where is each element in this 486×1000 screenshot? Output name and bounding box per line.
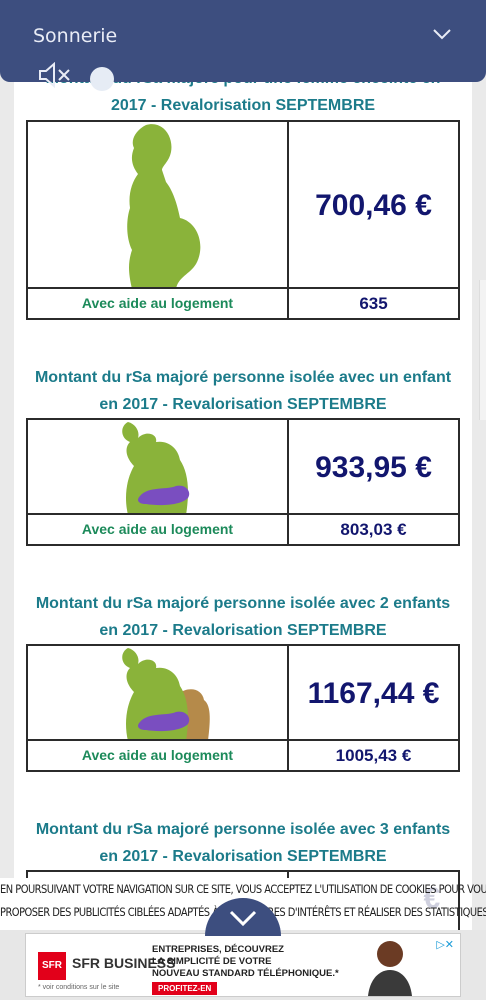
pregnant-woman-illustration <box>28 122 289 289</box>
ad-close-controls[interactable]: ▷✕ <box>436 939 454 951</box>
ad-cta-button[interactable]: PROFITEZ-EN <box>152 982 218 995</box>
rsa-card-one-child: 933,95 € Avec aide au logement 803,03 € <box>26 418 460 546</box>
housing-label: Avec aide au logement <box>28 741 289 770</box>
housing-row: Avec aide au logement 1005,43 € <box>28 739 458 770</box>
housing-value: 1005,43 € <box>335 746 412 765</box>
ad-note: * voir conditions sur le site <box>38 984 120 991</box>
rsa-card-pregnant: 700,46 € Avec aide au logement 635 <box>26 120 460 320</box>
sfr-logo: SFR <box>38 952 66 980</box>
rsa-amount: 1167,44 € <box>307 676 440 710</box>
collapse-banner-button[interactable] <box>205 898 281 936</box>
section-title-three-children: Montant du rSa majoré personne isolée av… <box>14 816 472 870</box>
rsa-amount: 700,46 € <box>315 188 432 222</box>
housing-label: Avec aide au logement <box>28 289 289 318</box>
housing-value: 635 <box>359 294 388 313</box>
section-title-one-child: Montant du rSa majoré personne isolée av… <box>14 364 472 418</box>
chevron-down-icon[interactable] <box>432 26 452 42</box>
scrollbar[interactable] <box>479 280 486 420</box>
volume-slider-knob[interactable] <box>90 67 114 91</box>
rsa-card-two-children: 1167,44 € Avec aide au logement 1005,43 … <box>26 644 460 772</box>
ad-banner[interactable]: SFR SFR BUSINESS * voir conditions sur l… <box>0 930 486 1000</box>
chevron-down-icon <box>229 910 257 927</box>
ad-brand: SFR BUSINESS <box>72 955 176 971</box>
housing-row: Avec aide au logement 803,03 € <box>28 513 458 544</box>
sfr-business-ad[interactable]: SFR SFR BUSINESS * voir conditions sur l… <box>25 933 461 997</box>
section-title-line1: Montant du rSa majoré personne isolée av… <box>35 595 451 612</box>
section-title-line2: en 2017 - Revalorisation SEPTEMBRE <box>99 848 387 865</box>
section-title-line2: 2017 - Revalorisation SEPTEMBRE <box>110 97 376 114</box>
section-title-line2: en 2017 - Revalorisation SEPTEMBRE <box>99 622 387 639</box>
cookie-text-line1: EN POURSUIVANT VOTRE NAVIGATION SUR CE S… <box>0 882 486 896</box>
ad-line1: ENTREPRISES, DÉCOUVREZ <box>152 944 284 955</box>
cookie-banner: EN POURSUIVANT VOTRE NAVIGATION SUR CE S… <box>0 878 486 930</box>
ad-copy: ENTREPRISES, DÉCOUVREZ LA SIMPLICITÉ DE … <box>152 944 339 980</box>
ad-line2: LA SIMPLICITÉ DE VOTRE <box>152 956 272 967</box>
mute-icon[interactable] <box>38 62 72 88</box>
section-title-line2: en 2017 - Revalorisation SEPTEMBRE <box>99 396 387 413</box>
housing-row: Avec aide au logement 635 <box>28 287 458 318</box>
parent-child-illustration <box>28 420 289 515</box>
sound-panel-title: Sonnerie <box>33 25 118 47</box>
housing-label: Avec aide au logement <box>28 515 289 544</box>
rsa-amount: 933,95 € <box>315 450 432 484</box>
housing-value: 803,03 € <box>340 520 407 539</box>
section-title-line1: Montant du rSa majoré personne isolée av… <box>35 821 451 838</box>
section-title-two-children: Montant du rSa majoré personne isolée av… <box>14 590 472 644</box>
ad-line3: NOUVEAU STANDARD TÉLÉPHONIQUE.* <box>152 968 339 979</box>
sound-settings-panel: Sonnerie <box>0 0 486 91</box>
parent-children-illustration <box>28 646 289 741</box>
section-title-line1: Montant du rSa majoré personne isolée av… <box>34 369 452 386</box>
ad-person-image <box>368 941 412 996</box>
